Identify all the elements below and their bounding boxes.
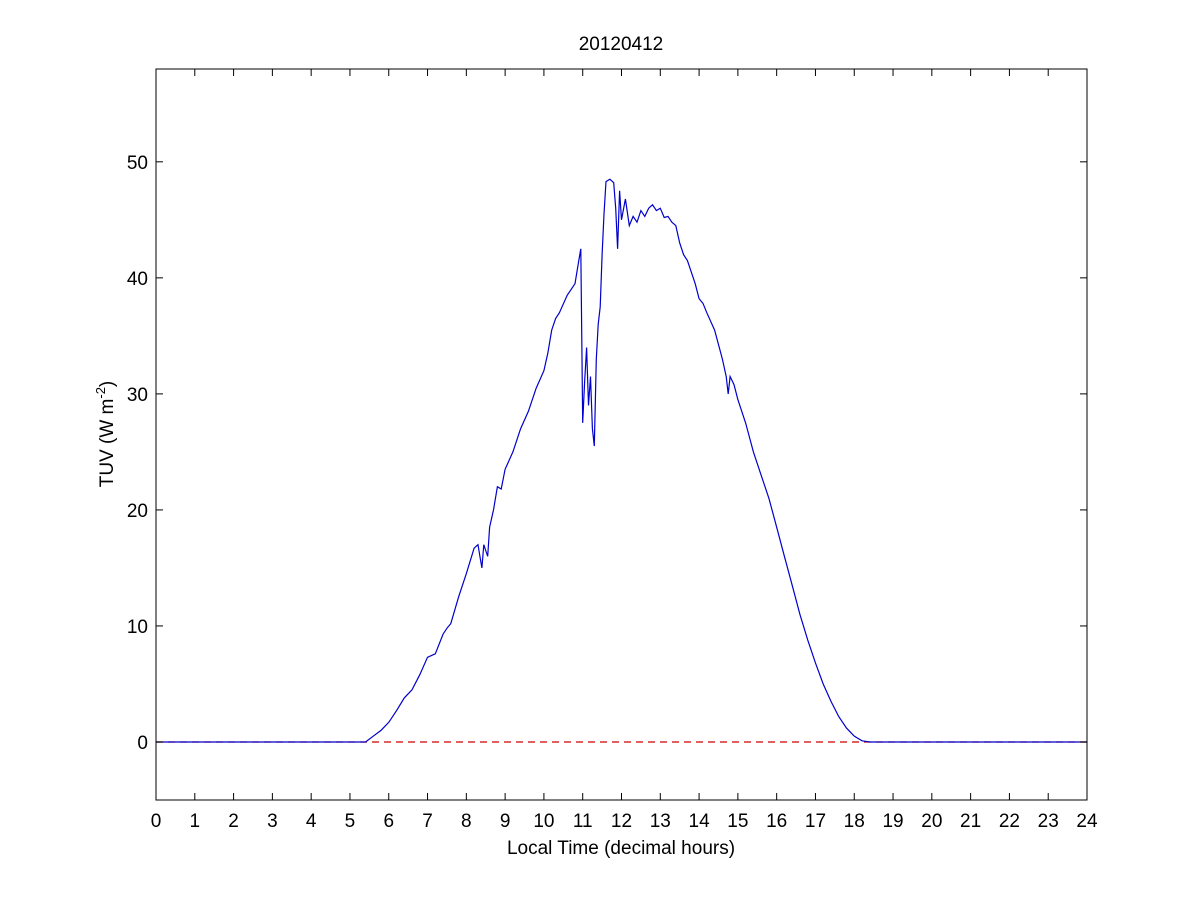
x-tick-label: 1	[190, 811, 201, 832]
x-tick-label: 16	[766, 811, 787, 832]
y-tick-label: 10	[127, 617, 148, 638]
x-tick-label: 5	[345, 811, 356, 832]
x-tick-label: 20	[921, 811, 942, 832]
x-tick-label: 23	[1038, 811, 1059, 832]
x-tick-label: 15	[727, 811, 748, 832]
y-axis-label: TUV (W m-2)	[93, 381, 118, 488]
x-tick-label: 11	[573, 811, 593, 832]
tuv-series-line	[156, 178, 1087, 743]
x-tick-label: 22	[999, 811, 1020, 832]
x-tick-label: 12	[611, 811, 632, 832]
y-tick-label: 20	[127, 501, 148, 522]
x-tick-label: 7	[422, 811, 433, 832]
x-tick-label: 17	[805, 811, 826, 832]
x-tick-label: 4	[306, 811, 317, 832]
x-tick-label: 24	[1076, 811, 1098, 832]
x-axis-label: Local Time (decimal hours)	[507, 838, 735, 859]
y-axis-label-tail: )	[97, 381, 118, 387]
y-tick-label: 50	[127, 153, 148, 174]
x-tick-label: 8	[461, 811, 472, 832]
x-tick-label: 13	[650, 811, 671, 832]
x-tick-label: 0	[151, 811, 162, 832]
x-tick-label: 6	[383, 811, 394, 832]
x-tick-label: 18	[844, 811, 865, 832]
x-tick-label: 21	[960, 811, 981, 832]
x-tick-label: 19	[882, 811, 903, 832]
x-tick-label: 3	[267, 811, 278, 832]
x-tick-label: 2	[228, 811, 239, 832]
x-tick-label: 14	[689, 811, 711, 832]
x-tick-label: 10	[533, 811, 554, 832]
chart-title: 20120412	[579, 34, 664, 55]
y-tick-label: 0	[137, 733, 148, 754]
x-tick-label: 9	[500, 811, 511, 832]
plot-frame	[155, 68, 1088, 801]
y-tick-label: 40	[127, 269, 148, 290]
y-tick-label: 30	[127, 385, 148, 406]
y-axis-label-main: TUV (W m	[97, 399, 118, 488]
y-axis-label-sup: -2	[93, 387, 108, 399]
